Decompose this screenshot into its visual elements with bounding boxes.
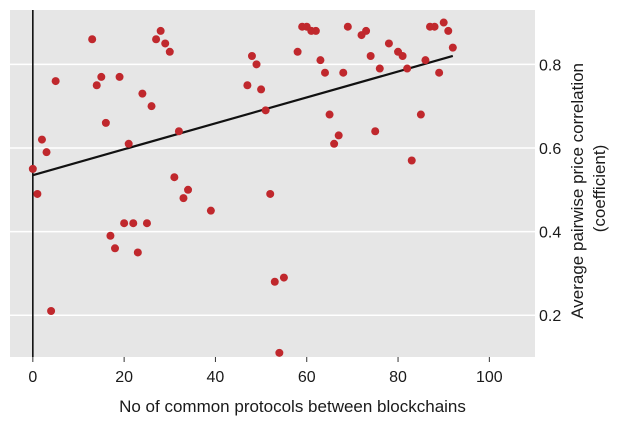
data-point-60 [416,110,425,119]
data-point-37 [279,273,288,282]
x-axis-title: No of common protocols between blockchai… [119,397,466,416]
data-point-10 [106,231,115,240]
data-point-55 [384,39,393,48]
y-tick-label-0: 0.2 [539,308,561,325]
data-point-65 [439,18,448,27]
y-axis-title-line-2: (coefficient) [590,145,609,233]
x-tick-label-2: 40 [207,369,225,386]
plot-background [10,10,535,357]
data-point-46 [330,139,339,148]
data-point-13 [120,219,129,228]
x-tick-label-3: 60 [298,369,316,386]
data-point-52 [366,51,375,60]
data-point-59 [407,156,416,165]
data-point-67 [448,43,457,52]
data-point-25 [174,127,183,136]
data-point-29 [243,81,252,90]
data-point-38 [293,47,302,56]
data-point-36 [275,348,284,357]
data-point-30 [247,51,256,60]
data-point-33 [261,106,270,115]
data-point-49 [343,22,352,31]
data-point-32 [257,85,266,94]
data-point-9 [101,118,110,127]
data-point-44 [321,68,329,77]
data-point-34 [266,189,275,198]
data-point-18 [142,219,151,228]
data-point-14 [124,139,133,148]
data-point-27 [184,185,193,194]
data-point-51 [362,26,371,35]
data-point-11 [111,244,119,253]
data-point-7 [92,81,101,90]
data-point-54 [375,64,384,73]
data-point-64 [435,68,444,77]
data-point-57 [398,51,407,60]
x-tick-label-4: 80 [389,369,407,386]
data-point-47 [334,131,343,140]
data-point-35 [270,277,279,286]
data-point-19 [147,102,156,111]
data-point-23 [165,47,174,56]
data-point-43 [316,56,325,65]
data-point-3 [42,148,51,157]
data-point-15 [129,219,138,228]
data-point-2 [37,135,46,144]
data-point-6 [88,35,97,44]
y-axis-ticks: 0.2 0.4 0.6 0.8 [539,57,561,325]
data-point-17 [138,89,147,98]
data-point-5 [51,77,60,86]
data-point-22 [161,39,170,48]
data-point-0 [28,164,37,173]
data-point-21 [156,26,165,35]
data-point-20 [152,35,161,44]
x-axis-ticks: 0 20 40 60 80 100 [28,357,503,386]
data-point-58 [403,64,412,73]
data-point-63 [430,22,439,31]
x-tick-label-0: 0 [28,369,37,386]
y-tick-label-3: 0.8 [539,57,561,74]
y-tick-label-2: 0.6 [539,141,561,158]
data-point-53 [371,127,380,136]
trend-line [32,54,454,177]
data-point-66 [444,26,453,35]
data-point-4 [47,307,56,316]
data-point-61 [421,56,430,65]
data-point-24 [170,173,179,182]
data-point-42 [311,26,320,35]
x-tick-label-5: 100 [476,369,503,386]
data-point-12 [115,72,124,81]
data-point-1 [33,189,42,198]
data-point-16 [133,248,142,257]
data-point-48 [339,68,348,77]
data-point-26 [179,194,188,203]
data-point-28 [206,206,215,215]
y-axis-title-line-1: Average pairwise price correlation [568,63,587,319]
y-tick-label-1: 0.4 [539,225,561,242]
data-points [28,18,457,357]
y-axis-title: Average pairwise price correlation (coef… [568,58,609,319]
data-point-8 [97,72,106,81]
x-tick-label-1: 20 [115,369,133,386]
grid-lines [10,63,535,316]
data-point-45 [325,110,334,119]
data-point-31 [252,60,261,69]
